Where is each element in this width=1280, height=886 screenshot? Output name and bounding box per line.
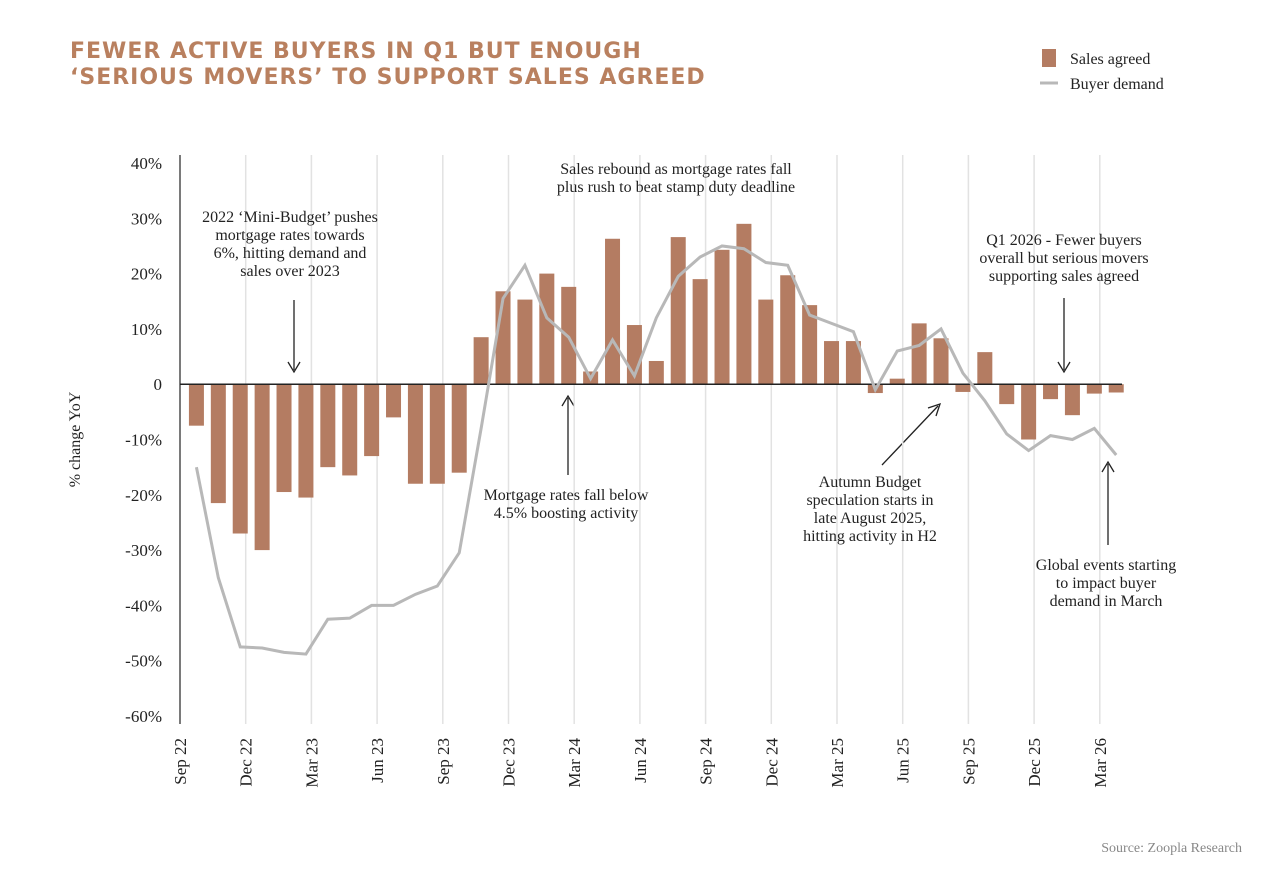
x-tick-label: Sep 22 <box>171 738 190 785</box>
chart-title: ‘SERIOUS MOVERS’ TO SUPPORT SALES AGREED <box>70 65 706 90</box>
annotation-arrows <box>287 298 1115 545</box>
chart-title: FEWER ACTIVE BUYERS IN Q1 BUT ENOUGH <box>70 39 642 64</box>
annotation: plus rush to beat stamp duty deadline <box>557 179 795 196</box>
source: Source: Zoopla Research <box>1101 841 1242 856</box>
bar <box>1043 384 1059 400</box>
x-tick-label: Mar 24 <box>565 738 584 788</box>
bar <box>758 299 774 385</box>
y-tick-label: 20% <box>131 265 162 284</box>
bar <box>802 305 818 385</box>
bar <box>670 237 686 385</box>
x-tick-label: Dec 25 <box>1025 738 1044 787</box>
annotation: Mortgage rates fall below <box>484 487 649 504</box>
bar <box>232 384 248 534</box>
bar <box>1108 384 1124 393</box>
bar <box>1064 384 1080 416</box>
annotation: speculation starts in <box>806 492 933 509</box>
bar <box>429 384 445 484</box>
x-tick-label: Dec 24 <box>762 738 781 787</box>
annotation: mortgage rates towards <box>215 227 364 244</box>
x-tick-label: Jun 25 <box>894 738 913 783</box>
annotation: Autumn Budget <box>819 474 922 491</box>
legend-label: Buyer demand <box>1070 76 1164 93</box>
bar <box>298 384 314 498</box>
bar <box>648 360 664 385</box>
x-tick-label: Dec 23 <box>500 738 519 787</box>
bar <box>736 223 752 385</box>
bar <box>933 338 949 385</box>
bar <box>692 279 708 385</box>
bar <box>605 238 621 385</box>
annotation: 6%, hitting demand and <box>214 245 367 262</box>
annotation: supporting sales agreed <box>989 268 1139 285</box>
x-tick-label: Mar 26 <box>1091 738 1110 788</box>
bar <box>889 378 905 385</box>
x-tick-label: Sep 23 <box>434 738 453 785</box>
x-tick-label: Sep 25 <box>959 738 978 785</box>
bar <box>517 299 533 385</box>
annotation: 2022 ‘Mini-Budget’ pushes <box>202 209 378 226</box>
bar <box>1021 384 1037 440</box>
annotation: Q1 2026 - Fewer buyers <box>986 232 1142 249</box>
annotation: sales over 2023 <box>240 263 340 280</box>
y-tick-label: -20% <box>125 486 162 505</box>
bar <box>407 384 423 484</box>
bar <box>473 337 489 385</box>
bar <box>188 384 204 426</box>
bar <box>845 341 861 385</box>
bar <box>320 384 336 468</box>
bar <box>539 273 555 385</box>
y-tick-label: 40% <box>131 154 162 173</box>
bar <box>911 323 927 385</box>
x-tick-label: Dec 22 <box>237 738 256 787</box>
annotation: Global events starting <box>1036 557 1176 574</box>
y-axis-label: % change YoY <box>67 391 84 487</box>
x-tick-label: Mar 25 <box>828 738 847 788</box>
bar <box>955 384 971 392</box>
bar <box>824 341 840 385</box>
y-tick-label: 10% <box>131 320 162 339</box>
x-tick-label: Sep 24 <box>697 738 716 785</box>
y-tick-label: 30% <box>131 209 162 228</box>
x-tick-label: Jun 24 <box>631 738 650 783</box>
annotation: 4.5% boosting activity <box>494 505 638 522</box>
y-tick-label: 0 <box>154 375 163 394</box>
y-tick-label: -10% <box>125 431 162 450</box>
bar <box>999 384 1015 405</box>
annotation: late August 2025, <box>814 510 926 527</box>
y-tick-label: -30% <box>125 541 162 560</box>
x-tick-label: Mar 23 <box>302 738 321 788</box>
bar <box>254 384 270 551</box>
line <box>194 244 1118 656</box>
y-tick-label: -50% <box>125 652 162 671</box>
annotation: hitting activity in H2 <box>803 528 937 545</box>
bar <box>386 384 402 418</box>
bar <box>276 384 292 493</box>
annotation: demand in March <box>1050 593 1163 610</box>
bar <box>780 275 796 385</box>
bar <box>342 384 358 476</box>
bar <box>977 352 993 385</box>
bar <box>364 384 380 457</box>
legend-label: Sales agreed <box>1070 51 1150 68</box>
annotation: Sales rebound as mortgage rates fall <box>560 161 792 178</box>
legend-swatch <box>1042 49 1056 67</box>
y-tick-label: -60% <box>125 707 162 726</box>
y-tick-label: -40% <box>125 596 162 615</box>
x-tick-label: Jun 23 <box>368 738 387 783</box>
bar <box>1086 384 1102 394</box>
bar <box>451 384 467 473</box>
bar <box>714 249 730 385</box>
annotation: overall but serious movers <box>979 250 1148 267</box>
annotation: to impact buyer <box>1056 575 1157 592</box>
bar <box>210 384 226 504</box>
